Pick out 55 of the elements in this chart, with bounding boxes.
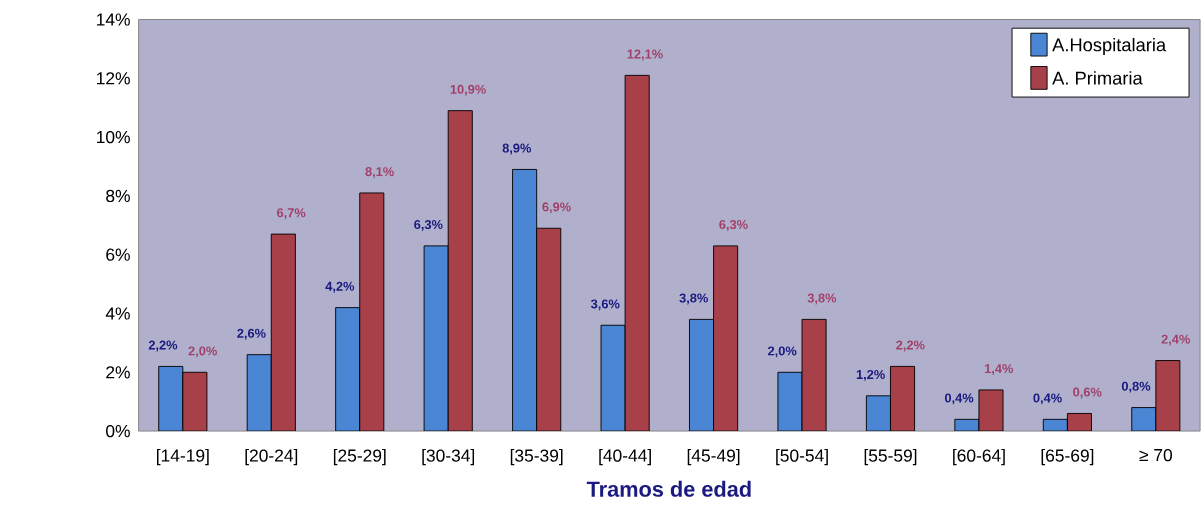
x-tick-label: [50-54]	[776, 449, 828, 466]
data-label: 3,6%	[590, 299, 620, 311]
data-label: 12,1%	[627, 49, 663, 61]
x-axis-title: Tramos de edad	[586, 481, 751, 498]
data-label: 0,6%	[1073, 387, 1102, 399]
data-label: 6,3%	[719, 220, 748, 232]
y-tick-label: 2%	[106, 366, 130, 379]
y-tick-label: 6%	[106, 248, 130, 262]
x-tick-label: [45-49]	[687, 449, 740, 466]
data-label: 0,4%	[1033, 393, 1062, 405]
data-label: 1,2%	[856, 370, 885, 382]
x-tick-label: [40-44]	[599, 449, 651, 466]
bar	[335, 307, 361, 432]
data-label: 3,8%	[679, 293, 708, 305]
data-label: 10,9%	[450, 84, 486, 96]
legend-label: A.Hospitalaria	[1052, 38, 1167, 56]
data-label: 1,4%	[984, 364, 1014, 376]
data-label: 6,9%	[542, 202, 571, 214]
data-label: 0,4%	[944, 393, 974, 405]
y-tick-label: 12%	[97, 72, 130, 85]
data-label: 2,6%	[237, 328, 266, 340]
data-label: 2,4%	[1161, 334, 1190, 346]
bar	[865, 395, 891, 432]
data-label: 2,2%	[148, 340, 178, 352]
y-tick-label: 0%	[106, 425, 130, 438]
bar	[158, 366, 184, 432]
x-tick-label: ≥ 70	[1139, 449, 1173, 462]
data-label: 8,1%	[365, 167, 394, 179]
bar	[423, 245, 449, 432]
x-tick-label: [25-29]	[333, 449, 386, 466]
x-tick-label: [35-39]	[510, 449, 563, 466]
data-label: 2,2%	[896, 340, 925, 352]
x-tick-label: [14-19]	[157, 449, 209, 466]
y-tick-label: 14%	[97, 13, 130, 26]
data-label: 4,2%	[325, 281, 355, 293]
y-tick-label: 10%	[97, 131, 130, 144]
data-label: 8,9%	[502, 143, 532, 155]
bar	[512, 169, 538, 432]
data-label: 6,3%	[414, 220, 443, 232]
data-label: 6,7%	[277, 208, 306, 220]
x-tick-label: [30-34]	[422, 449, 475, 466]
bar	[600, 324, 626, 432]
bar	[246, 354, 272, 432]
x-tick-label: [60-64]	[953, 449, 1005, 466]
x-tick-label: [20-24]	[245, 449, 298, 466]
x-tick-label: [55-59]	[864, 449, 917, 466]
x-tick-label: [65-69]	[1041, 449, 1094, 466]
legend-label: A. Primaria	[1052, 71, 1143, 85]
data-label: 2,0%	[767, 346, 797, 358]
data-label: 0,8%	[1121, 381, 1151, 393]
y-tick-label: 4%	[105, 307, 130, 320]
y-tick-label: 8%	[106, 189, 130, 203]
data-label: 3,8%	[807, 293, 837, 305]
bar	[689, 319, 715, 432]
data-label: 2,0%	[188, 346, 217, 358]
